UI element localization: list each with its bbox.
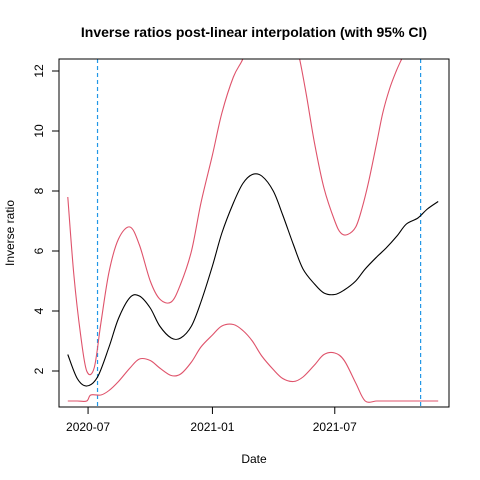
y-tick-label-2: 4 [32, 307, 46, 314]
series-layer [67, 59, 439, 403]
y-tick-label-6: 12 [32, 64, 46, 78]
plot-frame [58, 58, 450, 408]
chart-title: Inverse ratios post-linear interpolation… [81, 24, 427, 40]
series-estimate-line [67, 173, 439, 387]
y-tick-label-3: 6 [32, 247, 46, 254]
reference-lines [96, 59, 422, 407]
y-tick-label-1: 2 [32, 367, 46, 374]
series-ci-lower-line [67, 323, 439, 403]
y-tick-label-5: 10 [32, 124, 46, 138]
y-axis-label: Inverse ratio [3, 200, 17, 266]
x-tick-label-2: 2021-01 [190, 420, 234, 434]
y-axis: 2 4 6 8 10 12 [32, 64, 59, 374]
x-axis: 2020-07 2021-01 2021-07 [66, 407, 357, 434]
x-tick-label-3: 2021-07 [313, 420, 357, 434]
x-axis-label: Date [241, 452, 267, 466]
x-tick-label-1: 2020-07 [66, 420, 110, 434]
y-tick-label-4: 8 [32, 187, 46, 194]
